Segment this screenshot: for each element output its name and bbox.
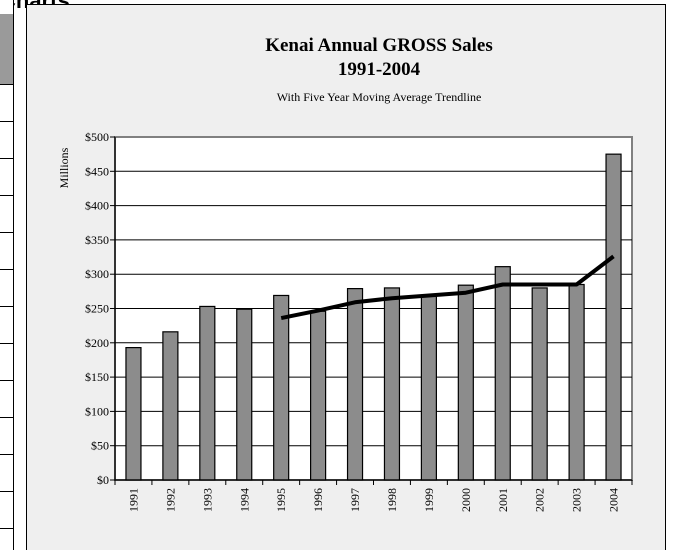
chart-subtitle: With Five Year Moving Average Trendline [277, 90, 482, 104]
y-tick-label: $450 [85, 164, 109, 178]
chart-title: Kenai Annual GROSS Sales [265, 35, 493, 56]
y-tick-label: $0 [97, 473, 109, 487]
plot-area: $0 $50 $100 $150 $200 $250 $300 $350 $400 $450 $50… [85, 130, 633, 512]
y-tick-label: $250 [85, 302, 109, 316]
x-tick-label: 1993 [200, 488, 214, 512]
left-table-edge [0, 0, 14, 550]
bar [494, 266, 511, 481]
bar [162, 331, 179, 481]
moving-average-line [280, 254, 615, 321]
x-tick-label: 1994 [237, 488, 251, 512]
bar [568, 283, 585, 481]
x-tick-label: 1999 [422, 488, 436, 512]
y-tick-label: $500 [85, 130, 109, 144]
y-tick-label: $200 [85, 336, 109, 350]
x-tick-label: 1998 [385, 488, 399, 512]
bar [199, 305, 216, 481]
x-tick-label: 1997 [348, 488, 362, 512]
bar [605, 153, 622, 481]
x-tick-label: 1992 [163, 488, 177, 512]
x-tick-label: 1991 [126, 488, 140, 512]
x-tick-label: 2002 [533, 488, 547, 512]
x-tick-label: 2004 [607, 488, 621, 512]
x-tick-label: 2001 [496, 488, 510, 512]
x-tick-label: 1995 [274, 488, 288, 512]
y-tick-label: $300 [85, 267, 109, 281]
left-table-shaded-cell [0, 14, 13, 85]
bar [420, 294, 437, 481]
y-tick-label: $400 [85, 199, 109, 213]
x-tick-label: 2000 [459, 488, 473, 512]
x-tick-label: 2003 [570, 488, 584, 512]
bar [125, 347, 142, 481]
y-axis-label: Millions [57, 147, 71, 188]
y-tick-label: $50 [91, 439, 109, 453]
y-tick-label: $100 [85, 404, 109, 418]
chart-title-years: 1991-2004 [338, 59, 421, 80]
bar [310, 310, 327, 481]
bar [383, 287, 401, 481]
x-tick-label: 1996 [311, 488, 325, 512]
y-tick-label: $350 [85, 233, 109, 247]
bar [273, 294, 290, 481]
bar [457, 284, 474, 481]
bar [236, 308, 253, 481]
bar [346, 288, 364, 481]
y-tick-label: $150 [85, 370, 109, 384]
bar [531, 287, 548, 481]
